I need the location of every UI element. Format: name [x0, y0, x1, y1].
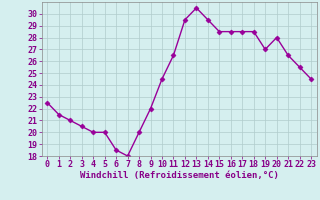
X-axis label: Windchill (Refroidissement éolien,°C): Windchill (Refroidissement éolien,°C) [80, 171, 279, 180]
